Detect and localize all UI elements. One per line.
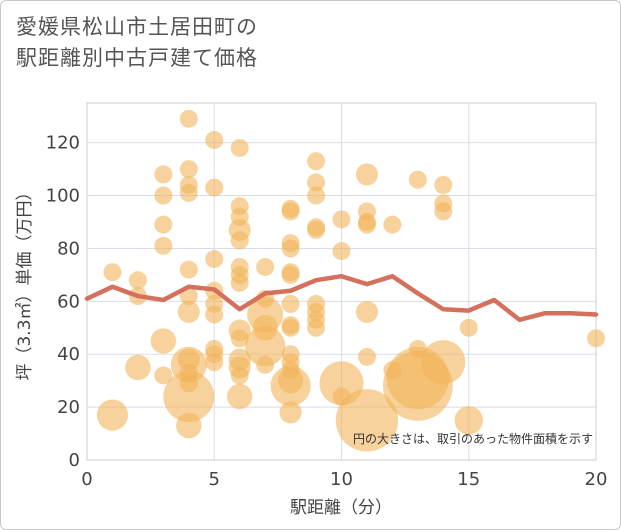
y-tick-label: 100	[46, 186, 80, 207]
bubble-point	[256, 257, 275, 276]
bubble-point	[279, 401, 302, 424]
y-tick-label: 60	[57, 291, 80, 312]
bubble-point	[96, 399, 129, 431]
bubble-point	[230, 231, 249, 250]
y-tick-label: 120	[46, 133, 80, 154]
bubble-point	[256, 355, 275, 374]
bubble-point	[179, 183, 198, 202]
bubble-point	[587, 329, 605, 348]
bubble-point	[177, 300, 200, 323]
bubble-point	[150, 328, 177, 354]
bubble-layer	[96, 109, 605, 452]
x-tick-label: 0	[81, 469, 92, 490]
title-line-2: 駅距離別中古戸建て価格	[16, 46, 258, 70]
title-line-1: 愛媛県松山市土居田町の	[16, 15, 258, 39]
bubble-point	[355, 300, 378, 323]
bubble-point	[281, 265, 300, 284]
bubble-point	[154, 165, 173, 184]
bubble-point	[245, 326, 286, 367]
bubble-point	[281, 294, 300, 313]
bubble-point	[307, 173, 326, 192]
y-tick-label: 40	[57, 344, 80, 365]
bubble-point	[179, 260, 198, 279]
x-tick-label: 20	[585, 469, 608, 490]
bubble-point	[307, 318, 326, 337]
bubble-point	[226, 383, 253, 410]
bubble-point	[230, 138, 249, 157]
bubble-point	[332, 210, 351, 229]
bubble-point	[205, 178, 224, 197]
bubble-point	[355, 163, 378, 186]
bubble-point	[408, 170, 427, 189]
bubble-point	[125, 354, 151, 381]
x-tick-label: 15	[457, 469, 480, 490]
bubble-point	[383, 215, 402, 234]
bubble-point	[357, 215, 376, 234]
bubble-point	[154, 215, 173, 234]
bubble-point	[154, 236, 173, 255]
tick-labels: 0 20 40 60 80 100 120 0 5 10 15 20	[46, 133, 608, 490]
bubble-point	[335, 389, 399, 452]
bubble-point	[281, 202, 300, 221]
bubble-point	[434, 175, 453, 194]
y-tick-label: 0	[69, 450, 80, 471]
average-price-line	[84, 273, 599, 323]
bubble-point	[176, 412, 202, 439]
bubble-point	[307, 220, 326, 239]
bubble-point	[103, 263, 122, 282]
bubble-point	[270, 365, 311, 407]
bubble-point	[230, 329, 249, 348]
bubble-point	[454, 406, 483, 435]
y-axis-label: 坪（3.3㎡）単価（万円）	[15, 183, 35, 380]
bubble-point	[230, 366, 249, 385]
size-annotation: 円の大きさは、取引のあった物件面積を示す	[353, 431, 593, 446]
bubble-point	[230, 273, 249, 292]
bubble-point	[205, 131, 224, 150]
y-tick-label: 80	[57, 238, 80, 259]
x-tick-label: 10	[330, 469, 353, 490]
bubble-point	[179, 160, 198, 179]
bubble-point	[128, 271, 147, 290]
bubble-point	[421, 340, 466, 385]
bubble-point	[332, 242, 351, 261]
bubble-point	[154, 366, 173, 385]
bubble-point	[163, 371, 215, 422]
bubble-point	[281, 239, 300, 258]
bubble-point	[205, 353, 224, 372]
bubble-point	[281, 318, 300, 337]
bubble-point	[434, 202, 453, 221]
bubble-point	[205, 250, 224, 269]
bubble-point	[205, 305, 224, 324]
y-tick-label: 20	[57, 397, 80, 418]
x-axis-label: 駅距離（分）	[290, 498, 392, 518]
chart-title: 愛媛県松山市土居田町の 駅距離別中古戸建て価格	[16, 12, 258, 74]
bubble-point	[307, 152, 326, 171]
bubble-point	[179, 109, 198, 128]
bubble-point	[307, 186, 326, 205]
average-line-layer	[84, 273, 599, 323]
bubble-point	[154, 186, 173, 205]
bubble-point	[357, 347, 376, 366]
bubble-point	[459, 318, 478, 337]
x-tick-label: 5	[209, 469, 220, 490]
